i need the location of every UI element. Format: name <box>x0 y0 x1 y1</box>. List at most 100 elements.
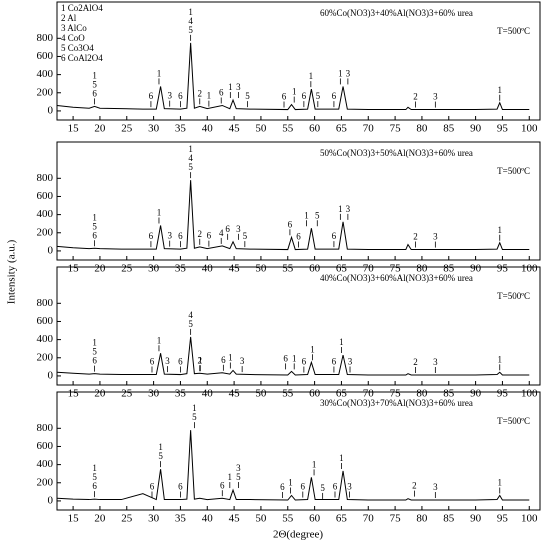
annotation-label: 5 <box>92 221 97 231</box>
annotation-label: 5 <box>92 79 97 89</box>
x-tick-label: 95 <box>497 123 509 135</box>
x-tick-label: 70 <box>363 388 375 400</box>
x-tick-label: 15 <box>68 513 80 525</box>
annotation-label: 3 <box>348 357 353 367</box>
panel-subtitle: T=500ºC <box>497 416 530 426</box>
annotation-label: 6 <box>220 480 225 490</box>
x-tick-label: 50 <box>255 123 267 135</box>
annotation-label: 3 <box>236 463 241 473</box>
y-tick-label: 0 <box>48 244 54 256</box>
annotation-label: 1 <box>498 478 503 488</box>
annotation-label: 1 <box>338 68 343 78</box>
annotation-label: 1 <box>157 335 162 345</box>
annotation-label: 1 <box>157 208 162 218</box>
x-tick-label: 95 <box>497 388 509 400</box>
x-tick-label: 65 <box>336 388 348 400</box>
xrd-pattern <box>56 42 530 111</box>
annotation-label: 3 <box>240 356 245 366</box>
x-tick-label: 20 <box>94 263 106 275</box>
y-tick-label: 600 <box>37 190 54 202</box>
x-tick-label: 35 <box>175 388 187 400</box>
annotation-label: 6 <box>178 231 183 241</box>
panel-title: 60%Co(NO3)3+40%Al(NO3)3+60% urea <box>320 8 473 18</box>
x-tick-label: 100 <box>521 388 538 400</box>
y-tick-label: 0 <box>48 494 54 506</box>
y-tick-label: 0 <box>48 104 54 116</box>
x-tick-label: 50 <box>255 263 267 275</box>
annotation-label: 2 <box>198 88 203 98</box>
annotation-label: 3 <box>236 82 241 92</box>
annotation-label: 6 <box>333 482 338 492</box>
annotation-label: 1 <box>188 7 193 17</box>
x-tick-label: 30 <box>148 263 160 275</box>
annotation-label: 6 <box>283 353 288 363</box>
plot-frame <box>56 391 541 511</box>
annotation-label: 6 <box>219 88 224 98</box>
annotation-label: 3 <box>433 232 438 242</box>
annotation-label: 4 <box>188 310 193 320</box>
annotation-label: 1 <box>188 144 193 154</box>
annotation-label: 6 <box>221 355 226 365</box>
x-tick-label: 50 <box>255 513 267 525</box>
annotation-label: 3 <box>167 231 172 241</box>
x-tick-label: 55 <box>282 123 294 135</box>
panel-title: 40%Co(NO3)3+60%Al(NO3)3+60% urea <box>320 273 473 283</box>
x-tick-label: 40 <box>202 123 214 135</box>
x-tick-label: 35 <box>175 263 187 275</box>
y-tick-label: 400 <box>37 68 54 80</box>
annotation-label: 1 <box>92 463 97 473</box>
x-tick-label: 45 <box>229 513 241 525</box>
annotation-label: 5 <box>316 91 321 101</box>
phase-key-entry: 4 CoO <box>61 33 85 43</box>
annotation-label: 5 <box>188 162 193 172</box>
annotation-label: 1 <box>288 478 293 488</box>
x-tick-label: 35 <box>175 513 187 525</box>
y-tick-label: 600 <box>37 440 54 452</box>
x-tick-label: 90 <box>470 513 482 525</box>
phase-key-entry: 3 AlCo <box>61 23 87 33</box>
annotation-label: 6 <box>288 219 293 229</box>
x-tick-label: 35 <box>175 123 187 135</box>
annotation-label: 1 <box>228 353 233 363</box>
x-tick-label: 30 <box>148 123 160 135</box>
x-tick-label: 20 <box>94 388 106 400</box>
annotation-label: 1 <box>339 453 344 463</box>
x-tick-label: 65 <box>336 513 348 525</box>
y-tick-label: 600 <box>37 315 54 327</box>
annotation-label: 6 <box>301 482 306 492</box>
x-tick-label: 20 <box>94 513 106 525</box>
annotation-label: 2 <box>413 232 418 242</box>
annotation-label: 1 <box>338 204 343 214</box>
annotation-label: 6 <box>149 91 154 101</box>
phase-key-entry: 6 CoAl2O4 <box>61 53 103 63</box>
annotation-label: 5 <box>315 210 320 220</box>
panel-title: 30%Co(NO3)3+70%Al(NO3)3+60% urea <box>320 398 473 408</box>
annotation-label: 6 <box>92 481 97 491</box>
annotation-label: 6 <box>178 91 183 101</box>
annotation-label: 6 <box>302 357 307 367</box>
annotation-label: 4 <box>219 228 224 238</box>
x-tick-label: 60 <box>309 263 321 275</box>
annotation-label: 4 <box>188 153 193 163</box>
x-tick-label: 65 <box>336 123 348 135</box>
x-tick-label: 80 <box>416 263 428 275</box>
annotation-label: 6 <box>225 224 230 234</box>
annotation-label: 1 <box>339 337 344 347</box>
annotation-label: 6 <box>150 482 155 492</box>
x-tick-label: 100 <box>521 123 538 135</box>
x-tick-label: 25 <box>121 123 133 135</box>
y-tick-label: 400 <box>37 333 54 345</box>
annotation-label: 5 <box>243 231 248 241</box>
x-tick-label: 75 <box>390 123 402 135</box>
x-tick-label: 90 <box>470 123 482 135</box>
xrd-pattern <box>56 180 530 251</box>
y-tick-label: 800 <box>37 172 54 184</box>
x-tick-label: 15 <box>68 388 80 400</box>
panel-subtitle: T=500ºC <box>497 166 530 176</box>
annotation-label: 5 <box>192 412 197 422</box>
x-tick-label: 80 <box>416 513 428 525</box>
x-tick-label: 55 <box>282 388 294 400</box>
y-tick-label: 200 <box>37 351 54 363</box>
x-tick-label: 60 <box>309 513 321 525</box>
